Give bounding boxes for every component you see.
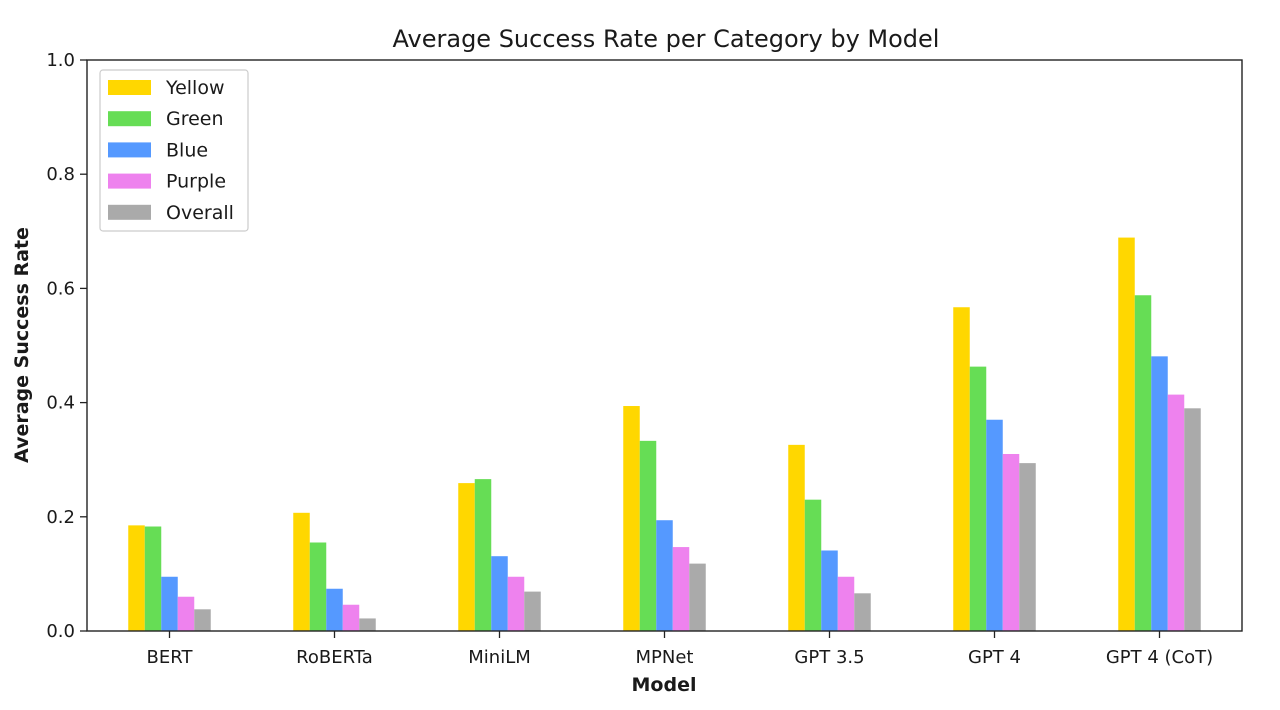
legend-swatch-yellow: [108, 80, 151, 95]
bar-purple-3: [672, 547, 690, 631]
bar-overall-1: [359, 618, 376, 631]
bar-green-1: [309, 542, 327, 631]
x-tick-label: GPT 3.5: [794, 647, 864, 668]
legend-swatch-green: [108, 111, 151, 127]
x-tick-label: BERT: [147, 647, 194, 668]
bar-purple-5: [1002, 453, 1020, 631]
legend-label-yellow: Yellow: [165, 77, 225, 99]
bar-blue-0: [161, 576, 178, 631]
bar-overall-3: [689, 563, 706, 631]
legend-label-green: Green: [166, 108, 224, 130]
bar-overall-0: [194, 609, 211, 631]
x-tick-label: MiniLM: [468, 647, 531, 668]
x-tick-label: GPT 4 (CoT): [1106, 647, 1213, 668]
plot-frame: [86, 59, 1243, 632]
legend: Yellow Green Blue Purple Overall: [99, 69, 249, 232]
bar-green-2: [474, 479, 492, 631]
legend-label-overall: Overall: [166, 202, 234, 224]
bar-purple-6: [1167, 394, 1185, 631]
chart-title: Average Success Rate per Category by Mod…: [393, 25, 940, 53]
y-tick-label: 0.0: [46, 621, 75, 642]
bar-purple-4: [837, 576, 855, 631]
bar-overall-5: [1019, 463, 1036, 631]
bar-yellow-2: [458, 483, 475, 631]
x-tick-label: RoBERTa: [296, 647, 373, 668]
bar-purple-0: [177, 596, 195, 631]
bar-yellow-4: [788, 444, 805, 631]
legend-swatch-blue: [108, 142, 151, 158]
bar-purple-1: [342, 604, 360, 631]
y-axis: 0.0 0.2 0.4 0.6 0.8 1.0: [46, 50, 87, 642]
legend-label-purple: Purple: [166, 171, 226, 193]
bars-group: [128, 237, 1201, 631]
x-tick-label: GPT 4: [968, 647, 1021, 668]
bar-blue-4: [821, 550, 838, 631]
x-axis-label: Model: [632, 674, 697, 696]
bar-green-6: [1134, 295, 1152, 631]
legend-swatch-purple: [108, 173, 151, 189]
bar-yellow-3: [623, 406, 640, 631]
bar-overall-4: [854, 593, 871, 631]
bar-green-5: [969, 366, 987, 631]
y-tick-label: 0.6: [46, 278, 75, 299]
y-axis-label: Average Success Rate: [11, 227, 33, 463]
y-tick-label: 0.8: [46, 164, 75, 185]
bar-yellow-0: [128, 525, 145, 631]
bar-green-3: [639, 440, 657, 631]
bar-purple-2: [507, 576, 525, 631]
bar-yellow-1: [293, 512, 310, 631]
legend-box: [99, 69, 249, 232]
x-tick-label: MPNet: [636, 647, 694, 668]
y-tick-label: 0.4: [46, 393, 75, 414]
bar-green-0: [144, 526, 162, 631]
bar-overall-2: [524, 591, 541, 631]
bar-green-4: [804, 499, 822, 631]
bar-blue-2: [491, 556, 508, 631]
y-tick-label: 1.0: [46, 50, 75, 71]
legend-swatch-overall: [108, 204, 151, 220]
legend-label-blue: Blue: [166, 139, 208, 161]
bar-overall-6: [1184, 408, 1201, 631]
bar-blue-3: [656, 520, 673, 631]
bar-blue-1: [326, 588, 343, 631]
bar-blue-6: [1151, 356, 1168, 631]
x-axis: BERT RoBERTa MiniLM MPNet GPT 3.5 GPT 4 GPT 4 …: [147, 631, 1213, 668]
y-tick-label: 0.2: [46, 507, 75, 528]
bar-blue-5: [986, 419, 1003, 631]
bar-yellow-6: [1118, 237, 1135, 631]
bar-yellow-5: [953, 307, 970, 631]
